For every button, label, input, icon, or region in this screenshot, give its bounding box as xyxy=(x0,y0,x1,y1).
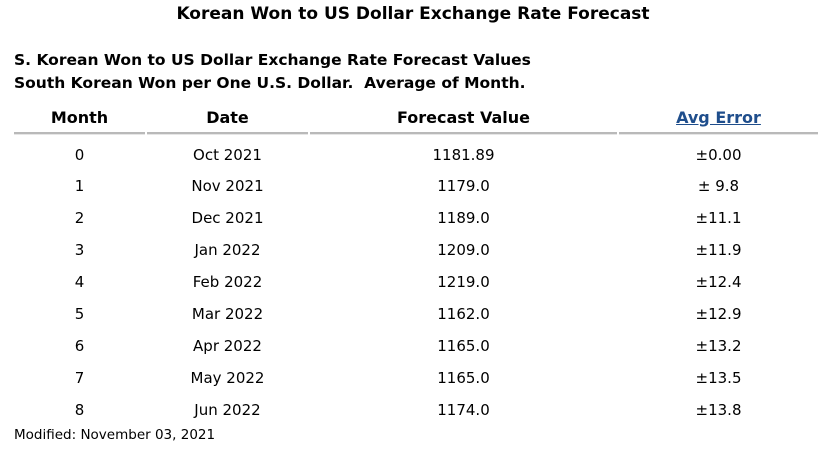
table-cell: Nov 2021 xyxy=(191,177,264,195)
table-cell: ±11.1 xyxy=(695,209,742,227)
table-row: 6 Apr 2022 1165.0 ±13.2 xyxy=(14,330,818,362)
table-row: 1 Nov 2021 1179.0 ± 9.8 xyxy=(14,170,818,202)
table-cell: 1181.89 xyxy=(432,146,495,164)
column-header: Avg Error xyxy=(619,102,818,134)
table-cell: Apr 2022 xyxy=(193,337,262,355)
table-row: 0 Oct 2021 1181.89 ±0.00 xyxy=(14,134,818,170)
table-cell: 1209.0 xyxy=(437,241,490,259)
table-row: 3 Jan 2022 1209.0 ±11.9 xyxy=(14,234,818,266)
table-cell: 0 xyxy=(74,146,85,164)
table-row: 5 Mar 2022 1162.0 ±12.9 xyxy=(14,298,818,330)
table-cell: 4 xyxy=(74,273,85,291)
table-cell: 1174.0 xyxy=(437,401,490,419)
table-cell: 5 xyxy=(74,305,85,323)
table-cell: ±0.00 xyxy=(695,146,742,164)
table-cell: 3 xyxy=(74,241,85,259)
table-cell: 1179.0 xyxy=(437,177,490,195)
table-row: 8 Jun 2022 1174.0 ±13.8 xyxy=(14,394,818,426)
table-cell: ±13.8 xyxy=(695,401,742,419)
table-row: 7 May 2022 1165.0 ±13.5 xyxy=(14,362,818,394)
forecast-table: Month Date Forecast Value Avg Error 0 Oct… xyxy=(12,102,820,426)
table-cell: 1162.0 xyxy=(437,305,490,323)
table-cell: ±12.4 xyxy=(695,273,742,291)
table-cell: Jun 2022 xyxy=(194,401,261,419)
table-cell: ± 9.8 xyxy=(697,177,740,195)
table-cell: ±12.9 xyxy=(695,305,742,323)
table-cell: 8 xyxy=(74,401,85,419)
column-header: Month xyxy=(14,102,145,134)
table-cell: Feb 2022 xyxy=(192,273,263,291)
subtitle: South Korean Won per One U.S. Dollar. Av… xyxy=(14,74,526,92)
table-cell: 1 xyxy=(74,177,85,195)
table-cell: 1219.0 xyxy=(437,273,490,291)
table-cell: ±13.2 xyxy=(695,337,742,355)
column-header: Date xyxy=(147,102,308,134)
table-cell: May 2022 xyxy=(190,369,265,387)
table-cell: 7 xyxy=(74,369,85,387)
subtitle: S. Korean Won to US Dollar Exchange Rate… xyxy=(14,51,531,69)
page-title: Korean Won to US Dollar Exchange Rate Fo… xyxy=(176,4,650,24)
modified-note: Modified: November 03, 2021 xyxy=(14,427,216,443)
table-row: 2 Dec 2021 1189.0 ±11.1 xyxy=(14,202,818,234)
table-cell: Dec 2021 xyxy=(191,209,264,227)
table-cell: ±13.5 xyxy=(695,369,742,387)
table-cell: 6 xyxy=(74,337,85,355)
table-cell: ±11.9 xyxy=(695,241,742,259)
avg-error-link[interactable]: Avg Error xyxy=(676,107,761,127)
table-cell: 1165.0 xyxy=(437,337,490,355)
table-cell: 2 xyxy=(74,209,85,227)
table-body: 0 Oct 2021 1181.89 ±0.00 1 Nov 2021 1179.0 ± 9.… xyxy=(14,134,818,426)
column-header: Forecast Value xyxy=(310,102,617,134)
table-row: 4 Feb 2022 1219.0 ±12.4 xyxy=(14,266,818,298)
table-cell: Jan 2022 xyxy=(194,241,261,259)
table-cell: 1189.0 xyxy=(437,209,490,227)
table-cell: Mar 2022 xyxy=(191,305,264,323)
table-cell: Oct 2021 xyxy=(193,146,262,164)
table-cell: 1165.0 xyxy=(437,369,490,387)
